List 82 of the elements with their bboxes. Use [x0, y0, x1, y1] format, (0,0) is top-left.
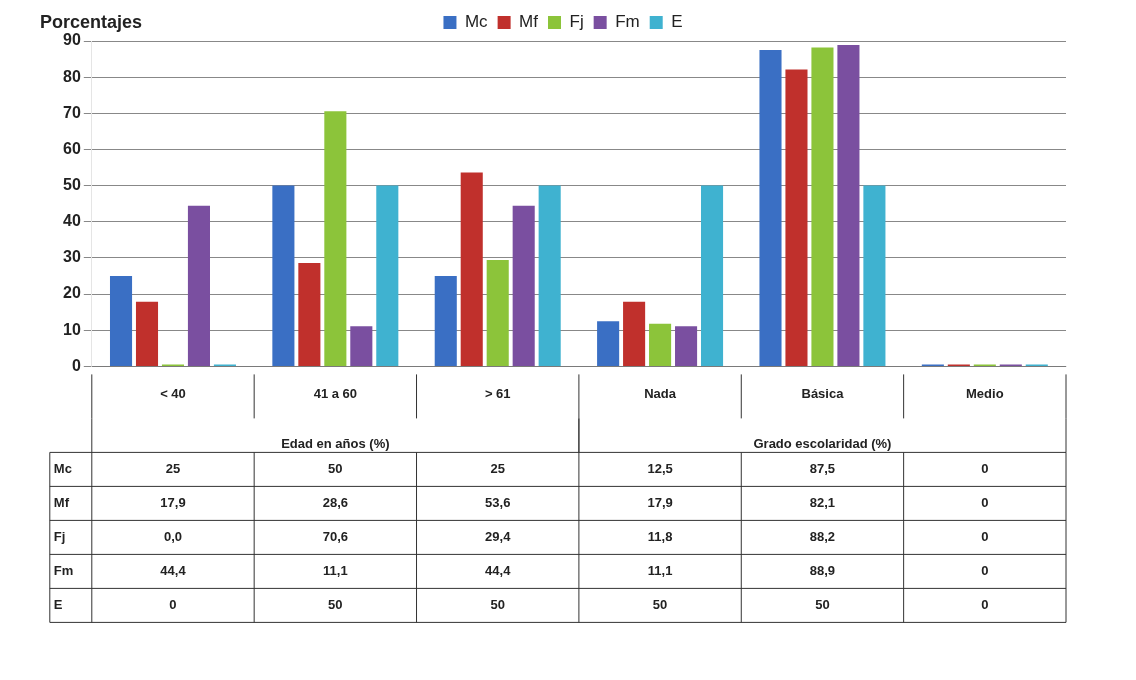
x-tick-label: Medio — [966, 385, 1004, 401]
data-label: 28,6 — [322, 494, 348, 510]
data-label: 53,6 — [485, 494, 511, 510]
data-label: 44,4 — [485, 562, 512, 578]
data-label: 50 — [490, 596, 505, 612]
bar — [434, 276, 457, 366]
text: Grado escolaridad (%) — [753, 435, 892, 451]
bar — [649, 323, 672, 366]
text: Mc — [53, 460, 72, 476]
bar — [298, 263, 321, 366]
bar — [623, 301, 646, 366]
y-tick-label: 10 — [63, 320, 81, 338]
text: E — [53, 596, 63, 612]
legend-label: Fm — [615, 12, 640, 32]
data-label: 0,0 — [163, 528, 183, 544]
bar — [135, 301, 159, 366]
bar — [597, 321, 620, 366]
data-label: 12,5 — [647, 460, 673, 476]
data-label: 25 — [490, 460, 505, 476]
data-label: 0 — [981, 460, 989, 476]
data-label: 82,1 — [809, 494, 836, 510]
data-label: 88,2 — [809, 528, 836, 544]
bar — [272, 185, 295, 366]
legend-label: Fj — [569, 12, 584, 32]
x-tick-label: 41 a 60 — [313, 385, 358, 401]
y-tick-label: 70 — [63, 103, 81, 121]
bar — [675, 326, 698, 366]
data-label: 0 — [981, 562, 989, 578]
x-tick-label: Nada — [644, 385, 677, 401]
text: Mf — [53, 494, 69, 510]
y-tick-label: 40 — [63, 212, 81, 230]
bar — [701, 185, 724, 366]
y-tick-label: 60 — [63, 139, 81, 157]
y-tick-label: 20 — [63, 284, 81, 302]
data-label: 11,1 — [647, 562, 673, 578]
x-tick-label: > 61 — [484, 385, 511, 401]
bar — [109, 276, 133, 366]
bar — [460, 172, 483, 366]
data-label: 17,9 — [647, 494, 673, 510]
x-tick-label: < 40 — [160, 385, 186, 401]
x-tick-label: Básica — [801, 385, 845, 401]
y-axis-title: Porcentajes — [40, 11, 143, 32]
bar — [376, 185, 399, 366]
data-label: 0 — [169, 596, 177, 612]
data-label: 25 — [165, 460, 181, 476]
bar — [863, 185, 886, 366]
data-label: 11,8 — [647, 528, 673, 544]
bar — [350, 326, 373, 366]
data-label: 0 — [981, 494, 989, 510]
data-label: 50 — [815, 596, 830, 612]
data-label: 44,4 — [160, 562, 187, 578]
y-tick-label: 50 — [63, 176, 81, 194]
y-tick-label: 30 — [63, 248, 81, 266]
bar — [759, 50, 782, 366]
legend-label: Mf — [519, 12, 539, 32]
bar — [324, 111, 347, 366]
data-label: 70,6 — [322, 528, 348, 544]
data-label: 0 — [981, 596, 989, 612]
text: Fm — [53, 562, 74, 578]
bar — [187, 205, 210, 366]
data-label: 29,4 — [485, 528, 512, 544]
legend-label: E — [671, 12, 683, 32]
data-label: 17,9 — [160, 494, 186, 510]
legend-label: Mc — [464, 12, 489, 32]
bar — [538, 185, 561, 366]
bar — [785, 69, 808, 366]
bar — [512, 205, 535, 366]
data-label: 88,9 — [809, 562, 836, 578]
bar — [837, 44, 860, 366]
text: Edad en años (%) — [281, 435, 390, 451]
y-tick-label: 90 — [63, 31, 81, 49]
data-label: 87,5 — [809, 460, 836, 476]
data-label: 11,1 — [323, 562, 348, 578]
bar — [486, 260, 509, 366]
data-label: 50 — [328, 460, 343, 476]
bar — [811, 47, 834, 366]
data-label: 50 — [652, 596, 668, 612]
data-label: 0 — [981, 528, 989, 544]
y-tick-label: 80 — [63, 67, 81, 85]
text: Fj — [53, 528, 66, 544]
y-tick-label: 0 — [71, 356, 81, 374]
data-label: 50 — [328, 596, 343, 612]
